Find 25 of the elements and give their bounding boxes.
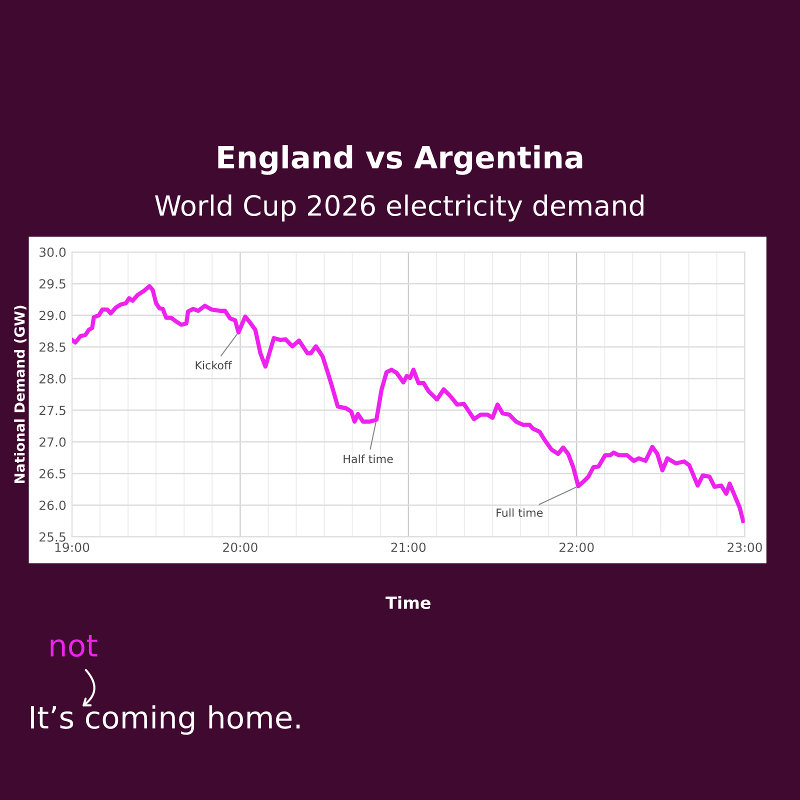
y-tick-label: 29.5	[40, 279, 66, 289]
y-tick-label: 28.0	[40, 374, 66, 384]
y-tick-label: 28.5	[40, 342, 66, 352]
y-tick-label: 26.0	[40, 500, 66, 510]
annotation: Kickoff	[196, 360, 232, 370]
text: It’s coming home.	[31, 705, 300, 735]
x-tick-label: 23:00	[728, 542, 762, 552]
chart-subtitle: World Cup 2026 electricity demand	[155, 194, 644, 222]
chart-title: England vs Argentina	[218, 145, 582, 175]
x-tick-label: 22:00	[560, 542, 594, 552]
x-axis-title: Time	[386, 596, 430, 610]
y-tick-label: 26.5	[40, 468, 66, 478]
y-tick-label: 27.5	[40, 406, 66, 416]
x-tick-label: 21:00	[391, 542, 426, 552]
y-axis-title: National Demand (GW)	[14, 306, 26, 483]
x-tick-label: 19:00	[55, 542, 90, 552]
text: not	[50, 634, 98, 657]
annotation: Half time	[344, 454, 393, 464]
x-tick-label: 20:00	[223, 542, 258, 552]
line-series	[72, 284, 745, 524]
annotation: Full time	[496, 508, 543, 517]
y-tick-label: 29.0	[40, 310, 66, 320]
y-tick-label: 27.0	[40, 437, 66, 447]
y-tick-label: 30.0	[40, 247, 66, 257]
y-tick-label: 25.5	[40, 532, 66, 542]
